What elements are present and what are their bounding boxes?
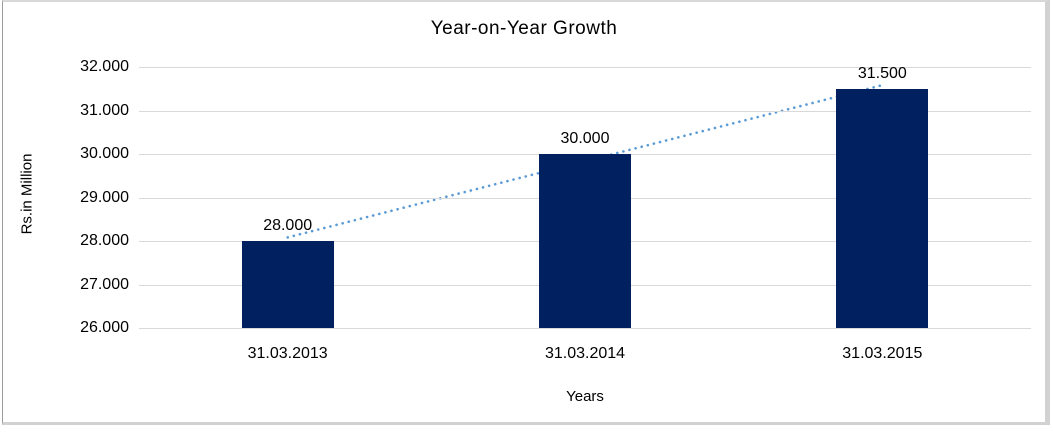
gridline — [139, 67, 1031, 68]
x-tick-label: 31.03.2014 — [544, 345, 626, 362]
gridline — [139, 328, 1031, 329]
y-tick-label: 31.000 — [80, 101, 129, 119]
y-tick-label: 28.000 — [80, 232, 129, 249]
y-tick-label: 30.000 — [80, 145, 129, 162]
bar-data-label: 30.000 — [560, 130, 610, 147]
chart-frame: Year-on-Year Growth Rs.in Million 28.000… — [2, 0, 1050, 425]
x-axis-title: Years — [566, 388, 604, 405]
plot-area: 28.000 30.000 31.500 — [139, 64, 1031, 329]
bar-31.03.2015 — [836, 88, 929, 328]
x-tick-label: 31.03.2013 — [247, 345, 328, 362]
y-tick-label: 26.000 — [80, 319, 129, 336]
y-tick-label: 32.000 — [80, 58, 129, 75]
gridline — [139, 110, 1031, 112]
bar-data-label: 28.000 — [263, 217, 313, 234]
x-tick-label: 31.03.2015 — [842, 345, 923, 362]
y-tick-label: 29.000 — [80, 188, 129, 206]
bar-data-label: 31.500 — [857, 64, 907, 82]
bar-31.03.2013 — [241, 241, 334, 328]
bar-31.03.2014 — [539, 154, 631, 328]
chart-title: Year-on-Year Growth — [430, 18, 618, 39]
y-tick-label: 27.000 — [80, 275, 129, 293]
